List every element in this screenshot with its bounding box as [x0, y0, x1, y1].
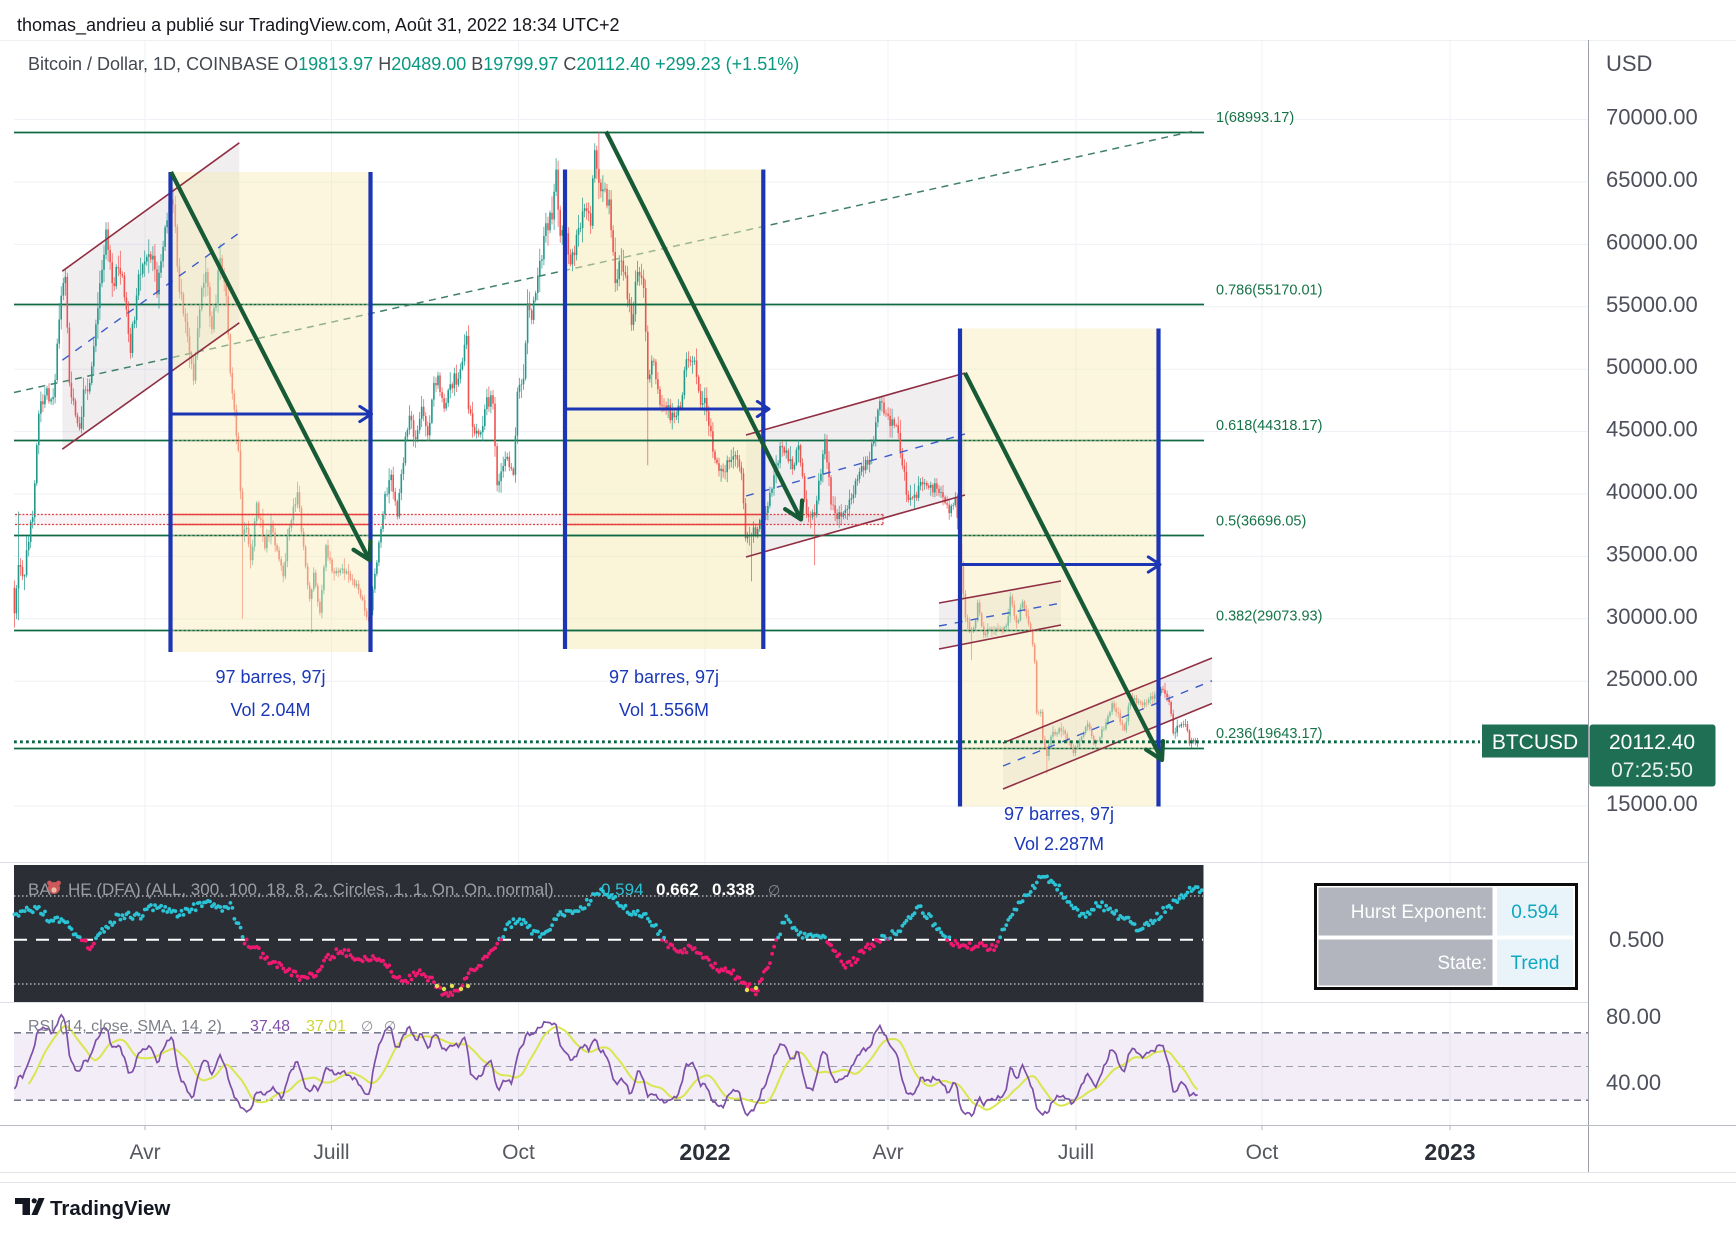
svg-text:80.00: 80.00: [1606, 1004, 1661, 1029]
svg-text:0.500: 0.500: [1609, 927, 1664, 952]
svg-text:Bitcoin / Dollar, 1D, COINBASE: Bitcoin / Dollar, 1D, COINBASE O19813.97…: [28, 54, 799, 74]
svg-text:0.5(36696.05): 0.5(36696.05): [1216, 513, 1306, 529]
svg-text:97 barres, 97j: 97 barres, 97j: [1004, 804, 1114, 824]
svg-text:Vol 1.556M: Vol 1.556M: [619, 700, 709, 720]
svg-text:Trend: Trend: [1511, 953, 1560, 974]
svg-text:∅: ∅: [768, 882, 780, 898]
svg-text:2023: 2023: [1424, 1139, 1475, 1165]
svg-text:HE (DFA) (ALL, 300, 100, 18, 8: HE (DFA) (ALL, 300, 100, 18, 8, 2, Circl…: [68, 880, 554, 899]
svg-text:35000.00: 35000.00: [1606, 541, 1698, 566]
svg-text:0.618(44318.17): 0.618(44318.17): [1216, 418, 1322, 434]
svg-text:Oct: Oct: [1246, 1141, 1279, 1164]
svg-text:Vol 2.04M: Vol 2.04M: [230, 700, 310, 720]
svg-text:70000.00: 70000.00: [1606, 105, 1698, 130]
svg-text:Avr: Avr: [129, 1141, 160, 1164]
svg-text:BTCUSD: BTCUSD: [1492, 731, 1578, 754]
svg-text:1(68993.17): 1(68993.17): [1216, 110, 1294, 126]
svg-text:0.786(55170.01): 0.786(55170.01): [1216, 283, 1322, 299]
svg-text:25000.00: 25000.00: [1606, 666, 1698, 691]
svg-text:State:: State:: [1437, 953, 1487, 974]
svg-text:USD: USD: [1606, 51, 1652, 76]
svg-text:0.662: 0.662: [656, 880, 699, 899]
svg-text:RSI (14, close, SMA, 14, 2): RSI (14, close, SMA, 14, 2): [28, 1018, 222, 1035]
svg-text:0.594: 0.594: [601, 880, 644, 899]
svg-text:07:25:50: 07:25:50: [1611, 759, 1693, 782]
svg-text:Juill: Juill: [313, 1141, 349, 1164]
svg-text:2022: 2022: [679, 1139, 730, 1165]
svg-text:0.594: 0.594: [1511, 902, 1559, 923]
svg-text:37.01: 37.01: [306, 1018, 346, 1035]
svg-text:thomas_andrieu a publié sur Tr: thomas_andrieu a publié sur TradingView.…: [17, 15, 620, 36]
svg-text:0.236(19643.17): 0.236(19643.17): [1216, 726, 1322, 742]
svg-text:Avr: Avr: [872, 1141, 903, 1164]
svg-text:Hurst Exponent:: Hurst Exponent:: [1351, 902, 1487, 923]
svg-text:37.48: 37.48: [250, 1018, 290, 1035]
svg-text:55000.00: 55000.00: [1606, 292, 1698, 317]
svg-text:Juill: Juill: [1058, 1141, 1094, 1164]
svg-text:Oct: Oct: [502, 1141, 535, 1164]
svg-text:∅: ∅: [361, 1018, 373, 1034]
svg-text:40.00: 40.00: [1606, 1070, 1661, 1095]
svg-text:97 barres, 97j: 97 barres, 97j: [609, 667, 719, 687]
svg-text:45000.00: 45000.00: [1606, 417, 1698, 442]
svg-text:30000.00: 30000.00: [1606, 604, 1698, 629]
svg-text:97 barres, 97j: 97 barres, 97j: [215, 667, 325, 687]
svg-text:15000.00: 15000.00: [1606, 791, 1698, 816]
svg-text:TradingView: TradingView: [50, 1197, 170, 1220]
svg-text:60000.00: 60000.00: [1606, 229, 1698, 254]
svg-text:20112.40: 20112.40: [1609, 731, 1695, 754]
svg-text:65000.00: 65000.00: [1606, 167, 1698, 192]
svg-text:BA: BA: [28, 880, 51, 899]
svg-text:40000.00: 40000.00: [1606, 479, 1698, 504]
svg-text:0.338: 0.338: [712, 880, 755, 899]
svg-text:0.382(29073.93): 0.382(29073.93): [1216, 608, 1322, 624]
svg-text:Vol 2.287M: Vol 2.287M: [1014, 834, 1104, 854]
svg-text:50000.00: 50000.00: [1606, 354, 1698, 379]
svg-text:∅: ∅: [384, 1018, 396, 1034]
